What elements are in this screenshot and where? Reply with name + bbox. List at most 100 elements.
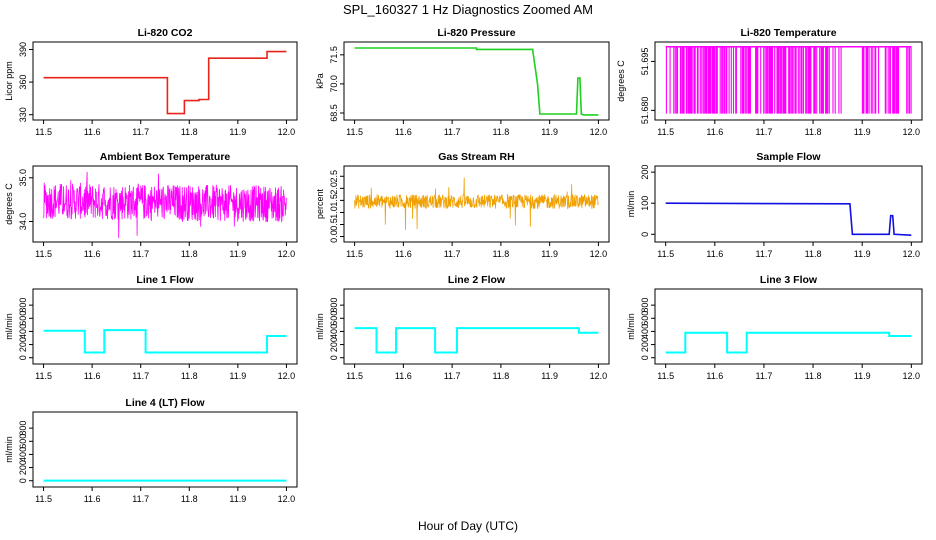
figure-xlabel: Hour of Day (UTC): [418, 519, 518, 533]
x-tick-label: 11.8: [492, 249, 509, 259]
y-axis-label: ml/min: [4, 313, 14, 340]
y-tick-label: 0.5: [329, 218, 339, 231]
x-tick-label: 12.0: [278, 249, 296, 259]
y-tick-label: 51.680: [640, 97, 650, 125]
panel-line4: Line 4 (LT) Flow 11.5 11.6 11.7 11.8 11.9 12.0…: [4, 397, 298, 504]
panel-pressure: Li-820 Pressure 11.5 11.6 11.7 11.8 11.9 12.0 6…: [315, 27, 610, 137]
x-tick-label: 11.7: [444, 249, 461, 259]
x-tick-label: 11.8: [805, 127, 822, 137]
x-tick-label: 12.0: [903, 371, 921, 381]
plot-frame: [654, 165, 923, 243]
x-tick-label: 11.8: [805, 371, 822, 381]
panel-title: Line 2 Flow: [448, 274, 506, 286]
x-tick-label: 11.6: [395, 371, 412, 381]
panel-title: Li-820 Temperature: [740, 27, 836, 39]
y-tick-label: 800: [18, 421, 28, 436]
x-tick-label: 11.6: [395, 249, 412, 259]
x-tick-label: 11.8: [181, 127, 198, 137]
series-line: [665, 331, 912, 354]
x-tick-label: 11.8: [181, 249, 198, 259]
panel-title: Gas Stream RH: [438, 151, 514, 163]
y-tick-label: 1.5: [329, 194, 339, 207]
x-tick-label: 11.7: [756, 249, 773, 259]
y-tick-label: 0.0: [329, 230, 339, 243]
plot-frame: [32, 165, 298, 243]
y-tick-label: 330: [18, 107, 28, 122]
y-axis-label: ml/min: [315, 313, 325, 340]
x-tick-label: 12.0: [590, 371, 608, 381]
panel-title: Sample Flow: [756, 151, 821, 163]
y-tick-label: 600: [640, 311, 650, 326]
series-line: [665, 46, 912, 114]
y-tick-label: 400: [18, 447, 28, 462]
x-tick-label: 11.9: [541, 127, 558, 137]
plot-frame: [343, 41, 610, 121]
y-tick-label: 34.0: [18, 213, 28, 231]
y-tick-label: 400: [329, 324, 339, 339]
plot-frame: [654, 41, 923, 121]
y-tick-label: 360: [18, 75, 28, 90]
x-tick-label: 11.9: [541, 371, 558, 381]
y-tick-label: 200: [18, 337, 28, 352]
x-tick-label: 11.9: [854, 371, 871, 381]
y-tick-label: 400: [640, 324, 650, 339]
x-tick-label: 11.9: [854, 249, 871, 259]
y-axis-label: ml/min: [626, 313, 636, 340]
y-tick-label: 35.0: [18, 169, 28, 187]
panel-title: Li-820 Pressure: [437, 27, 515, 39]
x-tick-label: 11.8: [492, 127, 509, 137]
plot-frame: [654, 288, 923, 365]
x-tick-label: 12.0: [278, 494, 296, 504]
y-axis-label: Licor ppm: [4, 61, 14, 101]
panel-rh: Gas Stream RH 11.5 11.6 11.7 11.8 11.9 12.0 0.0…: [315, 151, 610, 259]
figure-title: SPL_160327 1 Hz Diagnostics Zoomed AM: [343, 2, 593, 17]
y-tick-label: 200: [18, 460, 28, 475]
y-tick-label: 200: [329, 337, 339, 352]
x-tick-label: 11.5: [35, 371, 52, 381]
x-tick-label: 11.5: [657, 371, 674, 381]
x-tick-label: 11.7: [132, 127, 149, 137]
y-axis-label: kPa: [315, 73, 325, 89]
x-tick-label: 11.5: [346, 127, 363, 137]
series-line: [43, 329, 287, 354]
y-axis-label: ml/min: [626, 191, 636, 218]
y-tick-label: 800: [18, 298, 28, 313]
y-tick-label: 0: [18, 355, 28, 360]
x-tick-label: 11.6: [706, 249, 723, 259]
x-tick-label: 11.9: [229, 371, 246, 381]
x-tick-label: 12.0: [278, 127, 296, 137]
y-tick-label: 2.0: [329, 182, 339, 195]
y-tick-label: 600: [329, 311, 339, 326]
x-tick-label: 11.8: [181, 494, 198, 504]
x-tick-label: 12.0: [590, 249, 608, 259]
x-tick-label: 11.5: [35, 127, 52, 137]
x-tick-label: 11.6: [395, 127, 412, 137]
panel-co2: Li-820 CO2 11.5 11.6 11.7 11.8 11.9 12.0 330 360…: [4, 27, 298, 137]
x-tick-label: 12.0: [590, 127, 608, 137]
x-tick-label: 11.5: [35, 494, 52, 504]
plot-frame: [343, 288, 610, 365]
x-tick-label: 11.8: [181, 371, 198, 381]
series-line: [43, 50, 287, 115]
panel-title: Li-820 CO2: [138, 27, 193, 39]
series-line: [43, 171, 287, 239]
x-tick-label: 11.6: [84, 494, 101, 504]
x-tick-label: 11.6: [706, 127, 723, 137]
x-tick-label: 11.7: [132, 249, 149, 259]
x-tick-label: 11.5: [35, 249, 52, 259]
x-tick-label: 11.9: [854, 127, 871, 137]
y-tick-label: 0: [640, 232, 650, 237]
y-axis-label: percent: [315, 188, 325, 219]
panel-line2: Line 2 Flow 11.5 11.6 11.7 11.8 11.9 12.0 0 2004…: [315, 274, 610, 381]
panel-licor_temp: Li-820 Temperature 11.5 11.6 11.7 11.8 11.9 12…: [616, 27, 923, 137]
x-tick-label: 11.7: [444, 371, 461, 381]
x-tick-label: 11.6: [706, 371, 723, 381]
x-tick-label: 11.9: [541, 249, 558, 259]
panel-sample_flow: Sample Flow 11.5 11.6 11.7 11.8 11.9 12.0 0 100 2…: [626, 151, 923, 259]
x-tick-label: 11.9: [229, 127, 246, 137]
y-tick-label: 600: [18, 311, 28, 326]
panel-title: Line 4 (LT) Flow: [125, 397, 205, 409]
x-tick-label: 11.7: [756, 371, 773, 381]
y-axis-label: degrees C: [616, 60, 626, 102]
